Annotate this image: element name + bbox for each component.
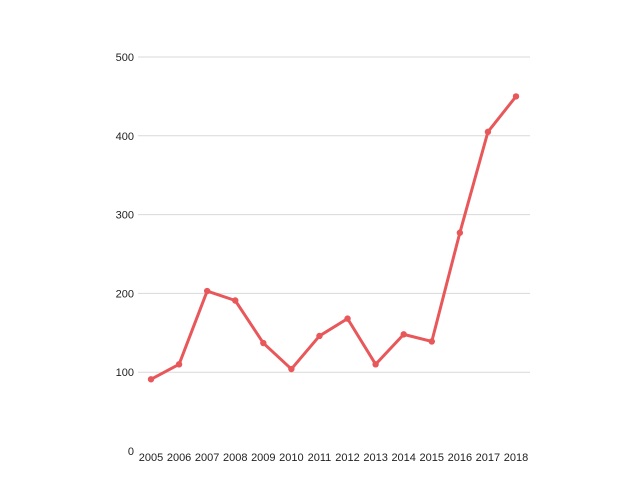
x-axis-labels: 2005 2006 2007 2008 2009 2010 2011 2012 2013 2014… [139, 452, 528, 464]
data-point-2015 [428, 338, 435, 345]
data-point-2006 [175, 361, 183, 368]
x-tick-label: 2009 [251, 452, 275, 464]
y-tick-label: 100 [116, 367, 134, 379]
y-tick-label: 400 [116, 131, 134, 143]
x-tick-label: 2015 [420, 452, 444, 464]
data-point-2014 [400, 331, 407, 338]
x-tick-label: 2016 [448, 452, 472, 464]
x-tick-label: 2007 [195, 452, 219, 464]
series-line [149, 94, 518, 381]
x-tick-label: 2013 [363, 452, 387, 464]
data-point-2012 [344, 315, 351, 322]
series-layer [147, 93, 520, 383]
x-tick-label: 2017 [476, 452, 500, 464]
y-tick-label: 300 [116, 210, 134, 222]
x-tick-label: 2014 [391, 452, 415, 464]
data-point-2016 [456, 229, 464, 236]
data-point-2010 [288, 365, 295, 373]
y-axis-labels: 0 100 200 300 400 500 [116, 52, 134, 458]
y-tick-label: 200 [116, 288, 134, 300]
y-tick-label: 500 [116, 52, 134, 64]
x-tick-label: 2010 [279, 452, 303, 464]
data-point-2018 [512, 93, 520, 100]
x-tick-label: 2011 [308, 452, 332, 464]
x-tick-label: 2012 [335, 452, 359, 464]
x-tick-label: 2018 [504, 452, 528, 464]
data-point-2005 [147, 376, 155, 383]
y-tick-label: 0 [128, 446, 134, 458]
x-tick-label: 2008 [223, 452, 247, 464]
data-point-2017 [484, 128, 492, 136]
data-point-2008 [232, 297, 239, 304]
x-tick-label: 2006 [167, 452, 191, 464]
grid-layer [138, 56, 530, 373]
data-point-2013 [372, 361, 379, 368]
x-tick-label: 2005 [139, 452, 163, 464]
data-point-2007 [203, 287, 211, 295]
data-point-2011 [316, 332, 323, 340]
data-point-2009 [260, 339, 267, 347]
